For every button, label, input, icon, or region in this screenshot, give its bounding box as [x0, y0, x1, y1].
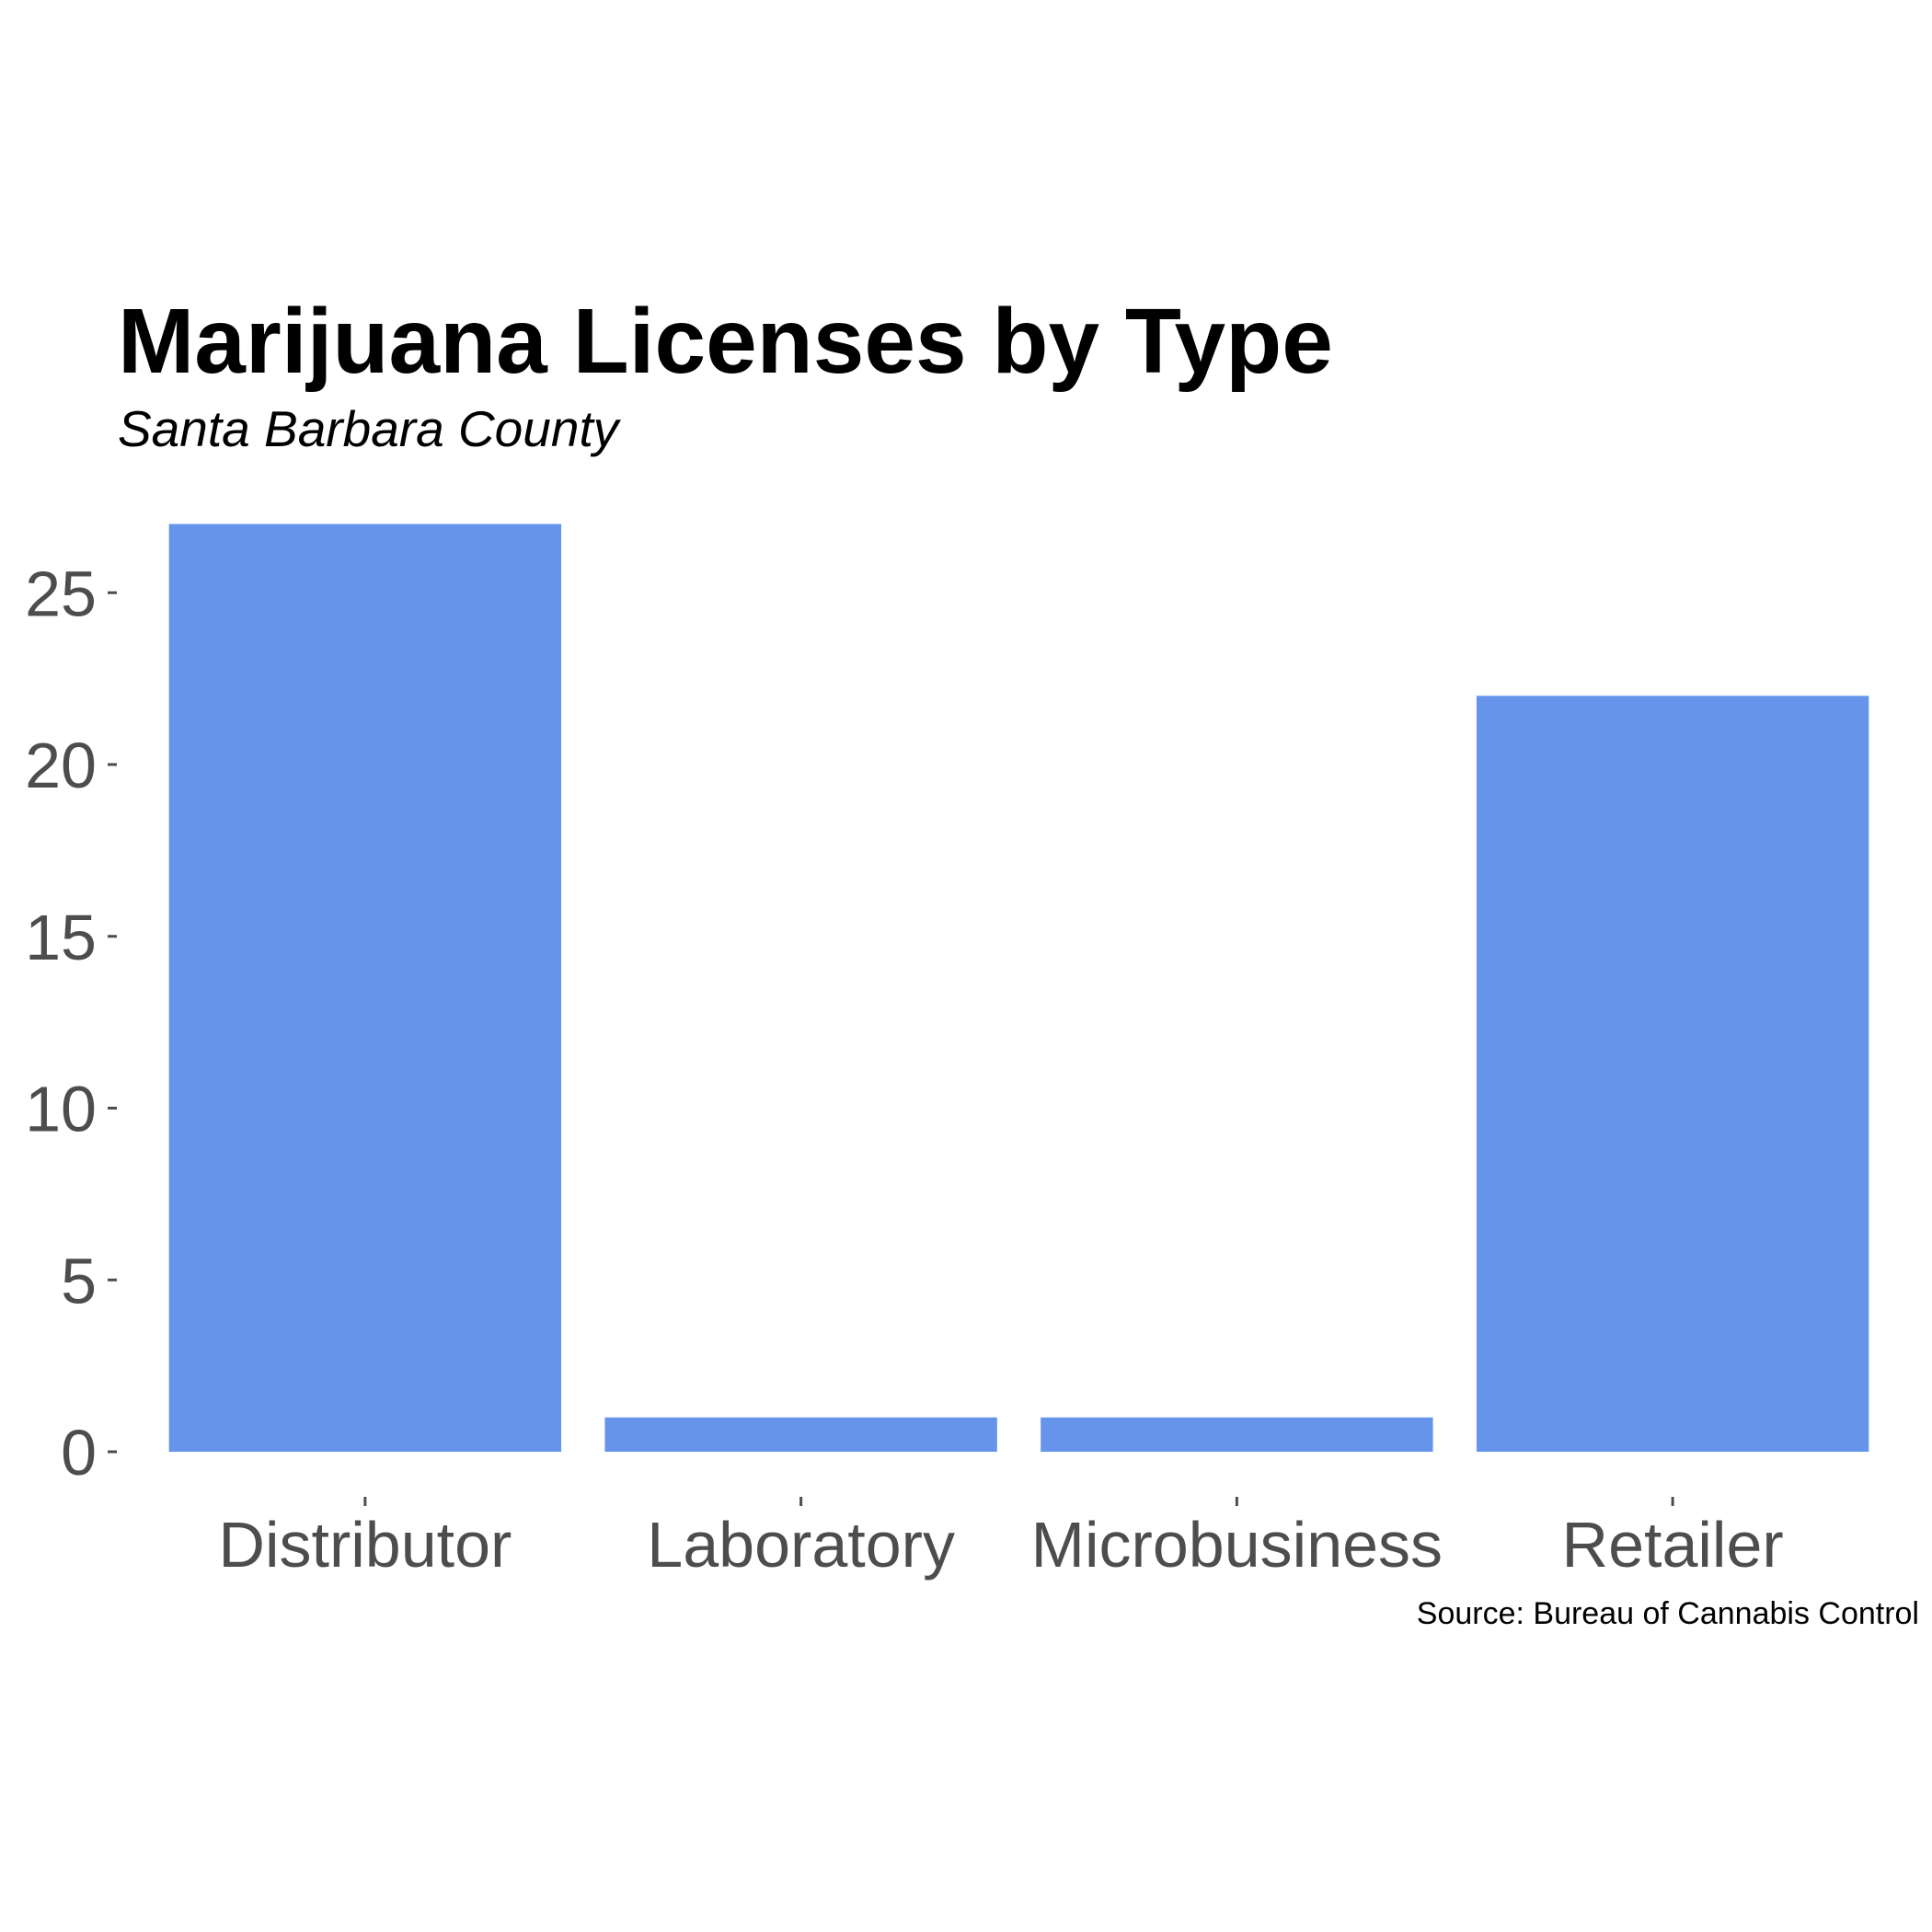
bar-retailer — [1476, 696, 1869, 1452]
bar-laboratory — [604, 1417, 997, 1452]
x-tick-label: Distributor — [218, 1509, 512, 1581]
x-tick-label: Laboratory — [647, 1509, 955, 1581]
y-tick-label: 10 — [25, 1074, 97, 1145]
y-axis: 0 5 10 15 20 25 — [25, 558, 117, 1489]
chart-subtitle: Santa Barbara County — [118, 400, 622, 457]
y-tick-label: 5 — [61, 1245, 97, 1317]
x-tick-label: Retailer — [1562, 1509, 1784, 1581]
x-tick-label: Microbusiness — [1031, 1509, 1443, 1581]
bars — [168, 523, 1869, 1452]
bar-microbusiness — [1041, 1417, 1433, 1452]
y-tick-label: 25 — [25, 558, 97, 629]
y-tick-label: 20 — [25, 730, 97, 801]
chart-caption: Source: Bureau of Cannabis Control — [1417, 1596, 1919, 1631]
y-tick-label: 0 — [61, 1417, 97, 1489]
x-axis: Distributor Laboratory Microbusiness Retail… — [218, 1497, 1784, 1581]
chart-title: Marijuana Licenses by Type — [118, 290, 1333, 393]
bar-distributor — [168, 523, 562, 1452]
y-tick-label: 15 — [25, 902, 97, 973]
